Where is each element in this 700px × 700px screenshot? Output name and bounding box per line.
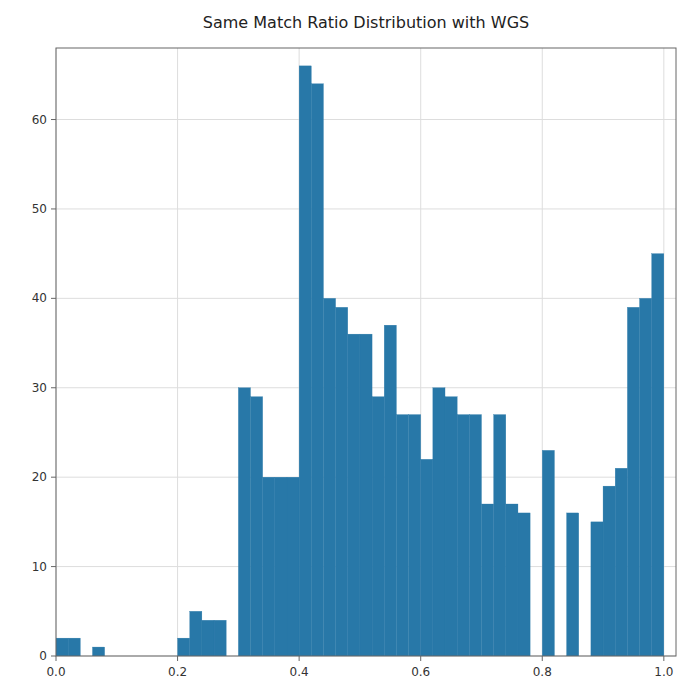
bars xyxy=(56,66,664,656)
plot-frame xyxy=(56,48,676,656)
y-grid-line xyxy=(56,298,676,299)
histogram-bar xyxy=(323,298,335,656)
histogram-bar xyxy=(396,415,408,656)
x-tick xyxy=(177,656,178,661)
histogram-bar xyxy=(348,334,360,656)
grid xyxy=(56,48,676,656)
histogram-bar xyxy=(457,415,469,656)
histogram-bar xyxy=(190,611,202,656)
y-grid-line xyxy=(56,208,676,209)
y-tick xyxy=(51,208,56,209)
y-grid-line xyxy=(56,119,676,120)
histogram-bar xyxy=(518,513,530,656)
y-tick-label: 60 xyxy=(32,113,47,127)
histogram-bar xyxy=(336,307,348,656)
y-tick-label: 50 xyxy=(32,202,47,216)
histogram-bar xyxy=(202,620,214,656)
x-tick xyxy=(299,656,300,661)
y-tick xyxy=(51,387,56,388)
histogram-bar xyxy=(214,620,226,656)
histogram-bar xyxy=(92,647,104,656)
histogram-bar xyxy=(372,397,384,656)
y-tick xyxy=(51,298,56,299)
x-tick xyxy=(542,656,543,661)
chart: 0.0 0.2 0.4 0.6 0.8 1.0 0 10 20 30 40 50 60 Same Matc… xyxy=(0,0,700,700)
y-tick xyxy=(51,477,56,478)
histogram-bar xyxy=(481,504,493,656)
histogram-bar xyxy=(445,397,457,656)
y-tick xyxy=(51,656,56,657)
x-grid-line xyxy=(177,48,178,656)
x-tick-label: 0.8 xyxy=(533,665,552,679)
histogram-bar xyxy=(68,638,80,656)
histogram-bar xyxy=(360,334,372,656)
histogram-bar xyxy=(311,84,323,656)
histogram-bar xyxy=(506,504,518,656)
x-tick-label: 1.0 xyxy=(654,665,673,679)
y-tick-label: 0 xyxy=(39,649,47,663)
histogram-bar xyxy=(627,307,639,656)
histogram-bar xyxy=(433,388,445,656)
y-tick-label: 20 xyxy=(32,470,47,484)
histogram-bar xyxy=(299,66,311,656)
histogram-bar xyxy=(615,468,627,656)
histogram-bar xyxy=(652,254,664,656)
y-tick-label: 30 xyxy=(32,381,47,395)
histogram-bar xyxy=(287,477,299,656)
histogram-bar xyxy=(603,486,615,656)
x-tick xyxy=(56,656,57,661)
histogram-bar xyxy=(421,459,433,656)
histogram-bar xyxy=(263,477,275,656)
histogram-bar xyxy=(251,397,263,656)
chart-container: 0.0 0.2 0.4 0.6 0.8 1.0 0 10 20 30 40 50 60 Same Matc… xyxy=(0,0,700,700)
x-tick-label: 0.2 xyxy=(168,665,187,679)
x-tick-label: 0.6 xyxy=(411,665,430,679)
histogram-bar xyxy=(640,298,652,656)
histogram-bar xyxy=(275,477,287,656)
y-tick-label: 40 xyxy=(32,291,47,305)
histogram-bar xyxy=(494,415,506,656)
y-tick xyxy=(51,566,56,567)
y-tick-label: 10 xyxy=(32,560,47,574)
x-tick-label: 0.4 xyxy=(290,665,309,679)
histogram-bar xyxy=(178,638,190,656)
x-tick xyxy=(420,656,421,661)
histogram-bar xyxy=(567,513,579,656)
histogram-bar xyxy=(56,638,68,656)
histogram-bar xyxy=(591,522,603,656)
axes: 0.0 0.2 0.4 0.6 0.8 1.0 0 10 20 30 40 50 60 xyxy=(32,113,674,679)
title: Same Match Ratio Distribution with WGS xyxy=(203,13,529,32)
x-tick-label: 0.0 xyxy=(46,665,65,679)
plot-background xyxy=(56,48,676,656)
histogram-bar xyxy=(542,450,554,656)
histogram-bar xyxy=(469,415,481,656)
histogram-bar xyxy=(409,415,421,656)
histogram-bar xyxy=(238,388,250,656)
x-tick xyxy=(663,656,664,661)
y-tick xyxy=(51,119,56,120)
histogram-bar xyxy=(384,325,396,656)
